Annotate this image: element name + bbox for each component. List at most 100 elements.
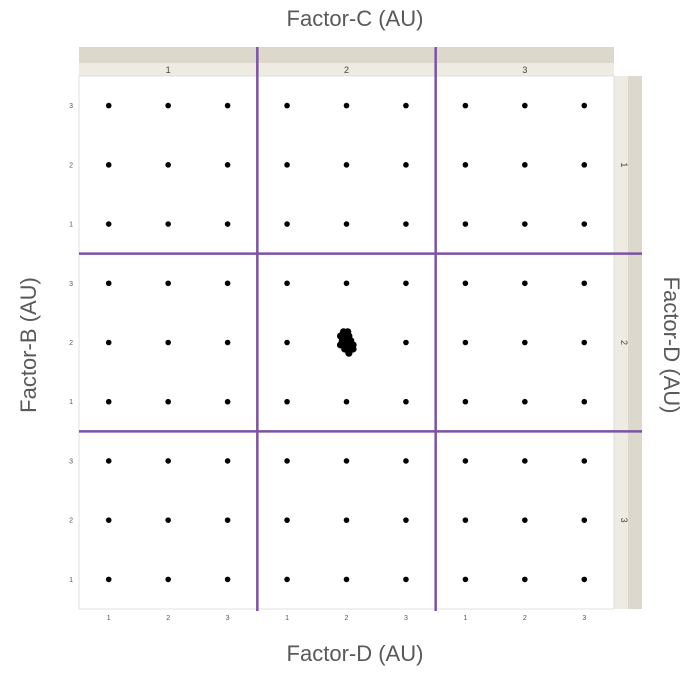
data-point (581, 221, 588, 227)
column-strip-label: 2 (344, 65, 349, 75)
data-point (165, 517, 171, 523)
y-tick-label: 3 (69, 103, 73, 110)
data-point (343, 576, 350, 583)
data-point (165, 280, 171, 287)
data-point (165, 398, 171, 405)
data-point (105, 517, 112, 523)
data-point (522, 517, 528, 523)
data-point (165, 458, 171, 464)
data-point (403, 576, 409, 583)
y-tick-label: 1 (69, 577, 73, 584)
data-point (224, 339, 231, 346)
data-point (224, 162, 231, 168)
bottom-axis-title: Factor-D (AU) (287, 641, 424, 666)
data-point (522, 339, 528, 346)
right-axis-title: Factor-D (AU) (659, 277, 684, 414)
data-point (522, 102, 528, 109)
data-point (522, 280, 528, 287)
facet-strips (79, 47, 642, 609)
data-point (224, 102, 231, 109)
x-tick-label: 1 (463, 615, 467, 622)
y-tick-label: 1 (69, 222, 73, 229)
data-point (105, 162, 112, 168)
data-point (165, 221, 171, 227)
x-tick-label: 1 (285, 615, 289, 622)
data-point (224, 517, 231, 523)
data-point (581, 280, 588, 287)
data-point (284, 398, 290, 405)
data-point (403, 221, 409, 227)
x-tick-label: 2 (166, 615, 170, 622)
x-tick-label: 3 (582, 615, 586, 622)
row-strip-label: 2 (619, 340, 629, 345)
data-point (105, 102, 112, 109)
data-point (165, 162, 171, 168)
top-strip-band-dark (79, 47, 614, 63)
data-point (462, 102, 469, 109)
row-strip-label: 1 (619, 162, 629, 167)
row-strip-label: 3 (619, 518, 629, 523)
data-point (462, 280, 469, 287)
data-point (522, 398, 528, 405)
column-strip-label: 1 (166, 65, 171, 75)
x-tick-label: 2 (523, 615, 527, 622)
tick-labels: 1 2 3 1 2 3 1 2 3 1 2 3 1 2 3 1 2 3 (69, 103, 586, 622)
data-point (522, 576, 528, 583)
top-strip-band-light (79, 63, 614, 76)
data-point (462, 398, 469, 405)
data-point (462, 162, 469, 168)
data-point (343, 221, 350, 227)
data-point (284, 102, 290, 109)
data-point (284, 517, 290, 523)
data-point (462, 221, 469, 227)
data-point (224, 280, 231, 287)
data-point (284, 221, 290, 227)
data-point (581, 458, 588, 464)
data-point (581, 576, 588, 583)
data-point (105, 576, 112, 583)
cluster-point (345, 349, 353, 357)
data-point (105, 221, 112, 227)
data-point (343, 102, 350, 109)
data-point (403, 102, 409, 109)
data-point (224, 221, 231, 227)
strip-labels: 1 2 3 1 2 3 (166, 65, 629, 523)
data-point (165, 339, 171, 346)
data-point (522, 221, 528, 227)
right-strip-band-dark (628, 76, 642, 609)
y-tick-label: 2 (69, 162, 73, 169)
data-point (284, 458, 290, 464)
data-point (343, 280, 350, 287)
y-tick-label: 2 (69, 340, 73, 347)
top-axis-title: Factor-C (AU) (287, 6, 424, 31)
data-point (581, 102, 588, 109)
data-point (224, 458, 231, 464)
data-point (462, 339, 469, 346)
data-point (343, 458, 350, 464)
y-tick-label: 2 (69, 518, 73, 525)
data-point (165, 102, 171, 109)
x-tick-label: 2 (345, 615, 349, 622)
data-point (403, 162, 409, 168)
data-point (403, 458, 409, 464)
data-point (284, 162, 290, 168)
y-tick-label: 1 (69, 399, 73, 406)
x-tick-label: 3 (404, 615, 408, 622)
facet-dividers (79, 47, 642, 611)
data-point (224, 398, 231, 405)
data-point (105, 280, 112, 287)
data-point (403, 517, 409, 523)
data-point (581, 162, 588, 168)
data-point (462, 458, 469, 464)
data-point (284, 576, 290, 583)
data-point (462, 576, 469, 583)
data-point (403, 339, 409, 346)
data-points (105, 102, 588, 583)
y-tick-label: 3 (69, 458, 73, 465)
data-point (343, 398, 350, 405)
data-point (105, 339, 112, 346)
data-point (462, 517, 469, 523)
data-point (343, 517, 350, 523)
data-point (403, 280, 409, 287)
